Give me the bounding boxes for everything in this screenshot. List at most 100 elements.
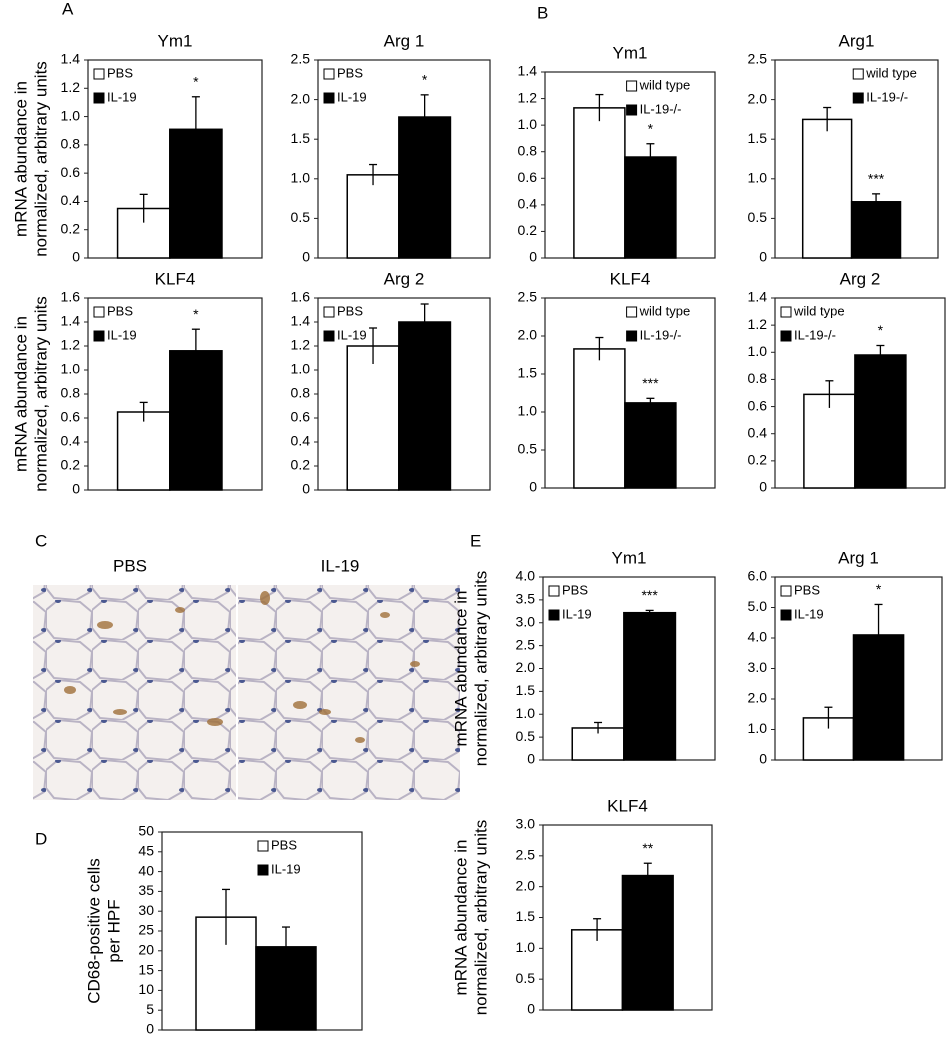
- legend-swatch: [780, 306, 792, 318]
- y-tick-label: 1.0: [516, 705, 536, 721]
- y-tick-label: 5.0: [748, 598, 768, 614]
- bar: [169, 350, 223, 491]
- legend-swatch: [626, 330, 638, 342]
- legend-swatch: [93, 92, 105, 104]
- y-tick-label: 1.2: [61, 79, 81, 95]
- y-tick-label: 2.5: [748, 51, 768, 67]
- y-tick-label: 0.5: [291, 209, 311, 225]
- legend-label: PBS: [107, 65, 133, 80]
- legend-swatch: [548, 585, 560, 597]
- legend-swatch: [257, 840, 269, 852]
- y-tick-label: 0: [527, 1001, 535, 1017]
- y-tick-label: 30: [138, 902, 154, 918]
- legend-label: IL-19: [107, 327, 137, 342]
- image-label: IL-19: [321, 556, 360, 575]
- chart-title: Ym1: [158, 31, 193, 50]
- y-tick-label: 0.6: [61, 164, 81, 180]
- histology-image: [33, 585, 236, 800]
- bar: [116, 411, 171, 491]
- bar: [346, 174, 400, 259]
- y-axis-label: per HPF: [104, 899, 123, 962]
- bar: [623, 611, 677, 761]
- y-tick-label: 1.0: [518, 403, 538, 419]
- legend-label: wild type: [639, 77, 691, 92]
- y-tick-label: 1.2: [748, 316, 768, 332]
- chart-title: Arg 2: [840, 269, 881, 288]
- legend-label: IL-19-/-: [794, 327, 836, 342]
- legend-swatch: [626, 104, 638, 116]
- significance: **: [642, 840, 653, 856]
- y-tick-label: 0.6: [748, 397, 768, 413]
- y-tick-label: 0.4: [61, 433, 81, 449]
- y-tick-label: 0.5: [748, 209, 768, 225]
- y-tick-label: 1.5: [291, 130, 311, 146]
- legend-swatch: [780, 585, 792, 597]
- histology-image: [238, 585, 460, 800]
- y-tick-label: 1.4: [748, 289, 768, 305]
- panel-label: A: [62, 0, 74, 18]
- legend-label: IL-19: [271, 861, 301, 876]
- y-tick-label: 0.5: [516, 728, 536, 744]
- y-tick-label: 0.4: [748, 424, 768, 440]
- y-tick-label: 0.8: [518, 142, 538, 158]
- y-tick-label: 3.0: [516, 613, 536, 629]
- legend-label: IL-19: [337, 327, 367, 342]
- chart: KLF4 0 0.5 1.0 1.5 2.0 2.5 3.0 mRNA abundance in…: [451, 796, 713, 1017]
- y-tick-label: 1.0: [748, 170, 768, 186]
- y-tick-label: 1.4: [61, 51, 81, 67]
- y-axis-label: normalized, arbitrary units: [31, 61, 50, 257]
- y-tick-label: 25: [138, 922, 154, 938]
- legend-label: wild type: [793, 303, 845, 318]
- y-tick-label: 50: [138, 823, 154, 839]
- legend-swatch: [323, 92, 335, 104]
- y-tick-label: 2.5: [516, 636, 536, 652]
- y-tick-label: 0: [302, 249, 310, 265]
- bar: [624, 402, 677, 489]
- chart: Arg1 0 0.5 1.0 1.5 2.0 2.5 *** wild type IL-19-/-: [748, 31, 939, 265]
- bar: [624, 156, 677, 259]
- chart-title: Ym1: [613, 43, 648, 62]
- chart: Ym1 0 0.5 1.0 1.5 2.0 2.5 3.0 3.5 4.0 mRNA abundan…: [451, 548, 716, 767]
- significance: *: [193, 73, 199, 89]
- legend-swatch: [257, 864, 269, 876]
- y-tick-label: 1.0: [291, 361, 311, 377]
- image-label: PBS: [113, 556, 147, 575]
- significance: *: [422, 72, 428, 88]
- y-tick-label: 0: [302, 481, 310, 497]
- bar: [570, 929, 624, 1011]
- legend-label: IL-19-/-: [866, 89, 908, 104]
- y-tick-label: 1.5: [516, 908, 536, 924]
- legend-label: IL-19: [107, 89, 137, 104]
- y-axis-label: CD68-positive cells: [84, 858, 103, 1004]
- panel-label: D: [35, 829, 47, 848]
- chart: Arg 1 0 0.5 1.0 1.5 2.0 2.5 * PBS IL-19: [291, 31, 491, 265]
- legend-swatch: [93, 330, 105, 342]
- legend-label: PBS: [337, 303, 363, 318]
- y-tick-label: 0: [527, 751, 535, 767]
- y-axis-label: normalized, arbitrary units: [31, 296, 50, 492]
- bar: [850, 201, 902, 259]
- y-tick-label: 1.0: [748, 720, 768, 736]
- y-tick-label: 1.2: [61, 337, 81, 353]
- chart-title: KLF4: [610, 269, 651, 288]
- y-tick-label: 1.0: [516, 939, 536, 955]
- y-tick-label: 1.0: [61, 361, 81, 377]
- legend-swatch: [852, 92, 864, 104]
- histology: [33, 585, 460, 800]
- panel-label: C: [35, 531, 47, 550]
- bar: [573, 107, 626, 259]
- bar: [621, 874, 674, 1011]
- y-tick-label: 3.0: [516, 816, 536, 832]
- significance: *: [876, 581, 882, 597]
- legend-label: PBS: [337, 65, 363, 80]
- significance: ***: [642, 375, 659, 391]
- legend-swatch: [548, 609, 560, 621]
- y-tick-label: 1.0: [61, 107, 81, 123]
- y-tick-label: 2.0: [748, 690, 768, 706]
- y-tick-label: 5: [146, 1001, 154, 1017]
- legend-label: IL-19: [337, 89, 367, 104]
- y-tick-label: 0.4: [61, 192, 81, 208]
- y-tick-label: 0: [759, 751, 767, 767]
- y-tick-label: 35: [138, 882, 154, 898]
